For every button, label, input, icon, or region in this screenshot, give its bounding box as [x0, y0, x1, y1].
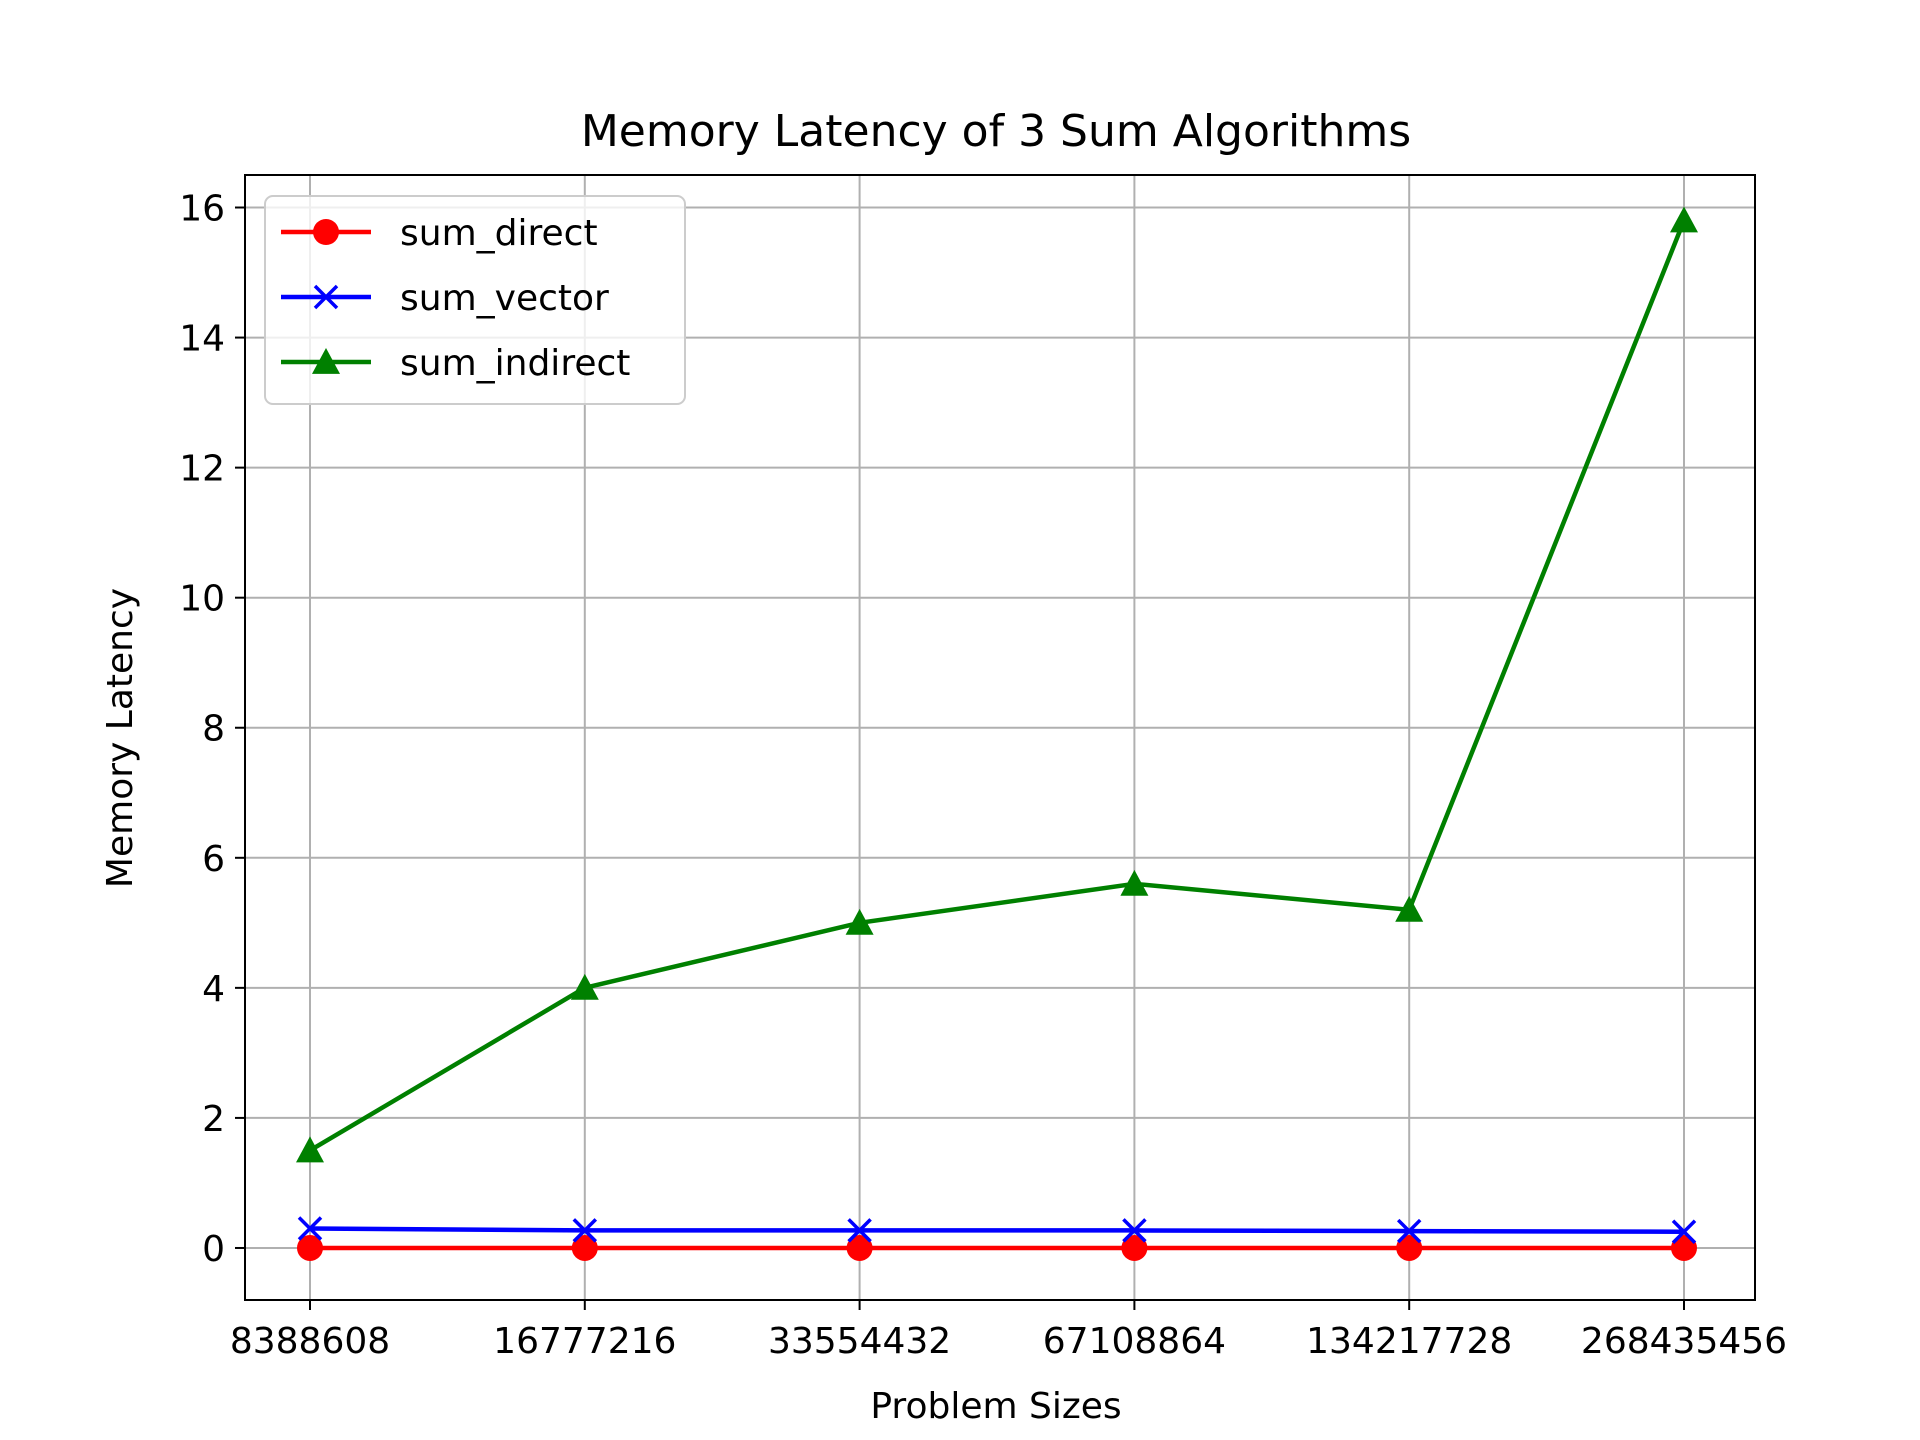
x-tick-label: 8388608	[230, 1321, 390, 1362]
legend-item: sum_indirect	[281, 343, 630, 384]
data-point	[1396, 1218, 1422, 1244]
legend-marker	[312, 348, 340, 374]
y-tick-label: 6	[202, 839, 225, 880]
grid	[245, 175, 1755, 1300]
legend-label: sum_indirect	[400, 343, 630, 384]
data-point	[296, 1136, 324, 1163]
y-tick-label: 10	[179, 579, 225, 620]
legend-marker	[313, 219, 339, 245]
x-tick-label: 16777216	[493, 1321, 676, 1362]
series-line	[308, 219, 1687, 1153]
chart-title: Memory Latency of 3 Sum Algorithms	[581, 106, 1411, 157]
y-tick-label: 12	[179, 449, 225, 490]
y-tick-label: 16	[179, 189, 225, 230]
data-point	[1670, 206, 1698, 233]
data-point	[297, 1234, 323, 1261]
data-point	[1671, 1219, 1697, 1244]
legend-item: sum_vector	[281, 278, 609, 319]
y-tick-label: 2	[202, 1099, 225, 1140]
data-point	[571, 1234, 598, 1261]
data-point	[847, 1218, 872, 1243]
data-point	[1121, 1234, 1148, 1261]
data-point	[1120, 869, 1149, 896]
series-sum_vector	[297, 1216, 1697, 1244]
data-point	[1396, 1234, 1423, 1261]
series-layer	[296, 206, 1698, 1261]
y-tick-label: 14	[179, 319, 225, 360]
data-point	[297, 1216, 323, 1241]
ticks: 8388608 16777216 33554432 67108864 134217728…	[179, 189, 1787, 1362]
y-tick-label: 8	[202, 709, 225, 750]
data-point	[845, 908, 874, 935]
x-axis-label: Problem Sizes	[870, 1386, 1121, 1427]
legend-marker	[313, 284, 339, 310]
x-tick-label: 67108864	[1043, 1321, 1226, 1362]
data-point	[570, 973, 599, 1000]
x-tick-label: 33554432	[768, 1321, 951, 1362]
data-point	[1671, 1234, 1697, 1261]
legend-box	[264, 195, 686, 405]
legend-item: sum_direct	[281, 213, 598, 254]
legend-label: sum_direct	[400, 213, 598, 254]
x-tick-label: 268435456	[1581, 1321, 1787, 1362]
series-line	[309, 1226, 1685, 1234]
data-point	[1395, 895, 1424, 922]
legend: sum_direct sum_vector sum_indirect	[264, 195, 686, 405]
data-point	[1122, 1218, 1147, 1243]
y-tick-label: 0	[202, 1229, 225, 1270]
axes-frame	[244, 174, 1756, 1301]
legend-label: sum_vector	[400, 278, 609, 319]
x-tick-label: 134217728	[1306, 1321, 1512, 1362]
y-tick-label: 4	[202, 969, 225, 1010]
data-point	[572, 1218, 598, 1243]
y-axis-label: Memory Latency	[100, 588, 141, 888]
series-sum_direct	[297, 1234, 1697, 1261]
series-sum_indirect	[296, 206, 1698, 1163]
data-point	[846, 1234, 873, 1261]
